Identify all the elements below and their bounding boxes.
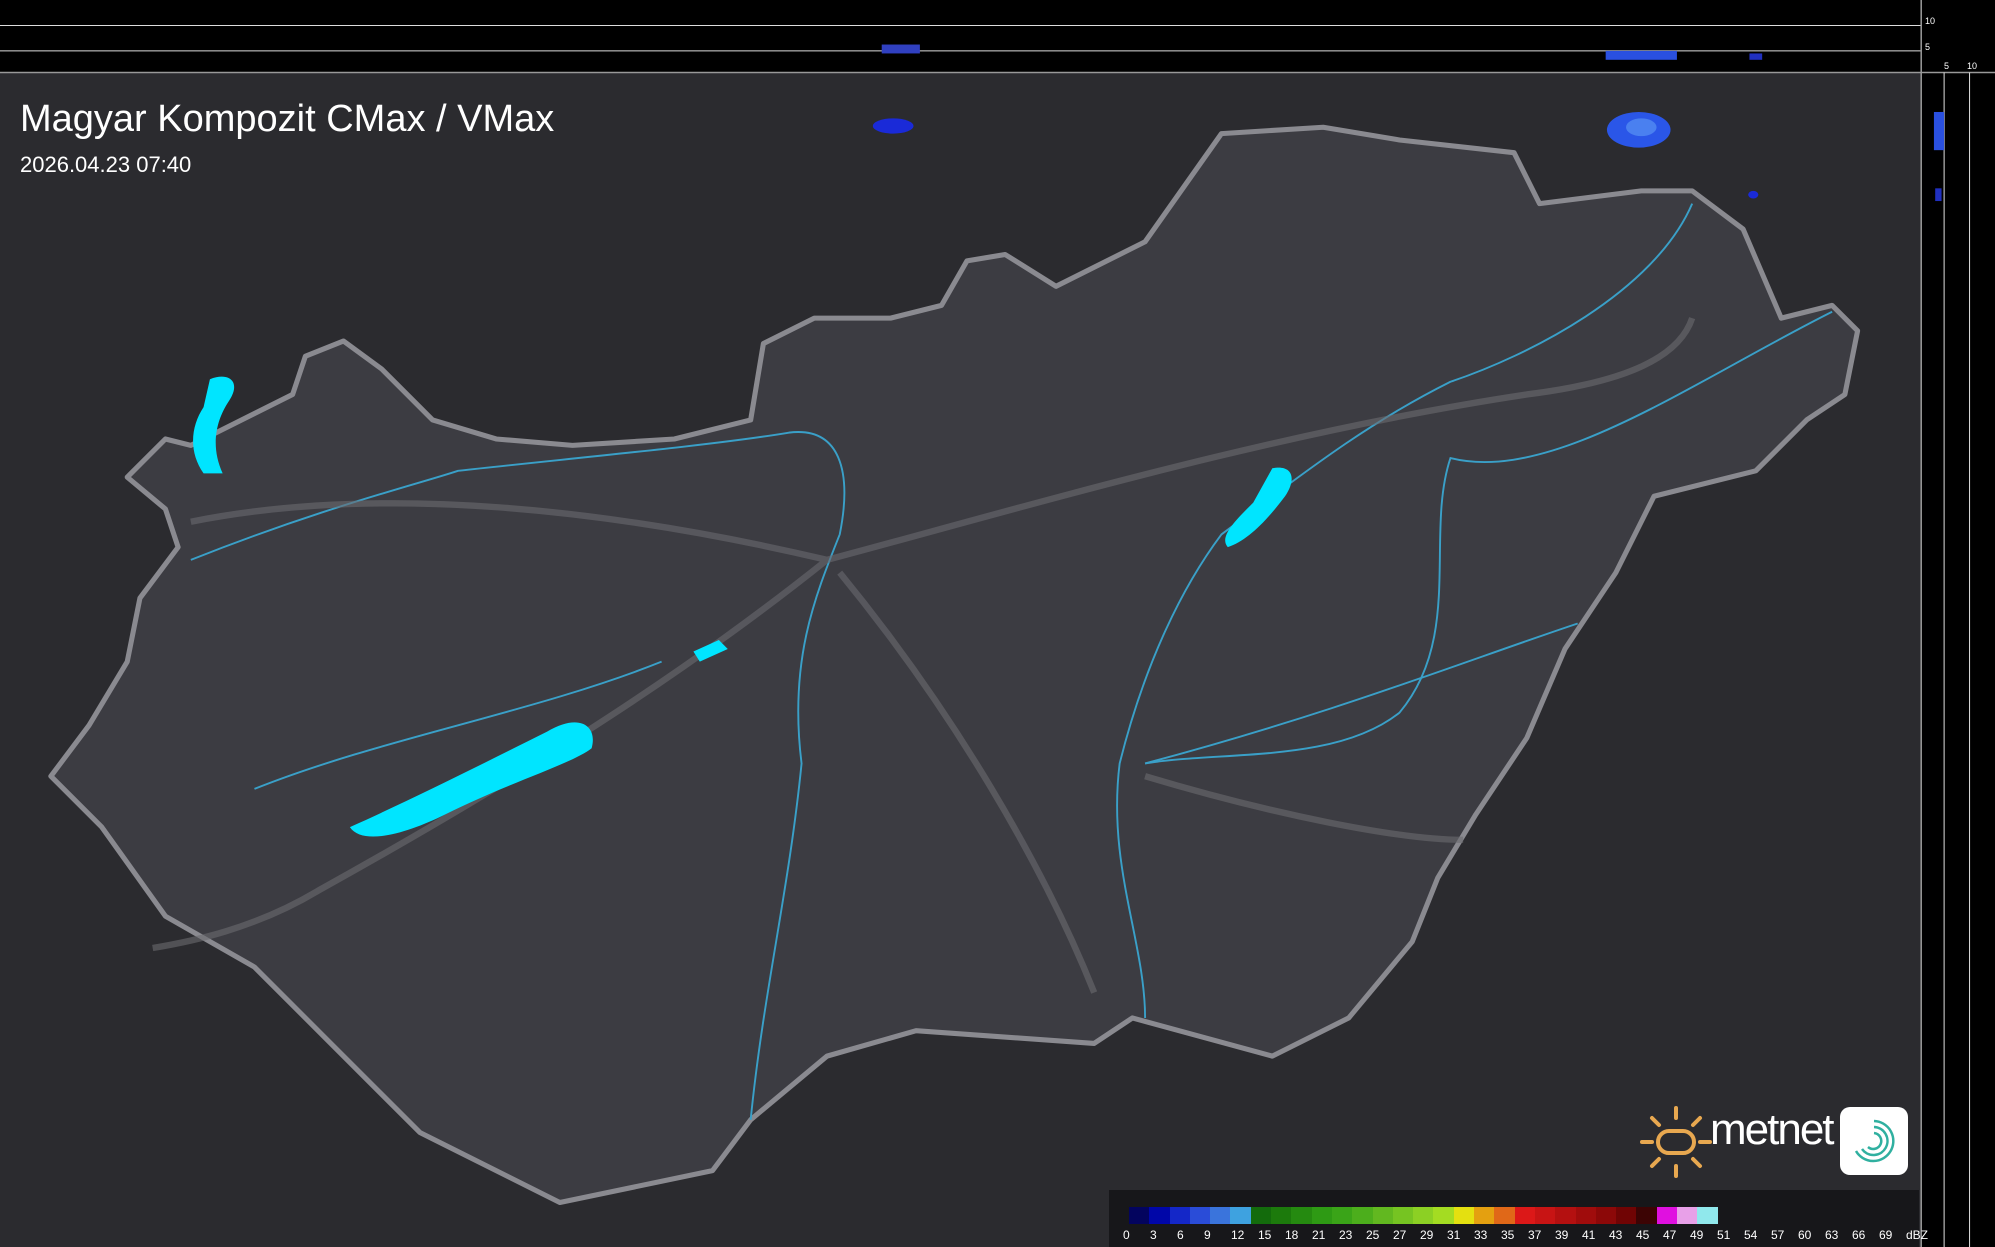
legend-swatch bbox=[1331, 1207, 1353, 1224]
legend-swatch bbox=[1453, 1207, 1475, 1224]
legend-label: 25 bbox=[1366, 1228, 1380, 1242]
legend-swatch bbox=[1616, 1207, 1637, 1224]
rivers bbox=[190, 203, 1833, 1120]
legend-color-bar bbox=[1129, 1207, 1718, 1224]
legend-swatch bbox=[1494, 1207, 1515, 1224]
legend-swatch bbox=[1210, 1207, 1231, 1224]
legend-label: 37 bbox=[1528, 1228, 1542, 1242]
legend-label: 35 bbox=[1501, 1228, 1515, 1242]
legend-label: 60 bbox=[1798, 1228, 1812, 1242]
radar-echoes bbox=[872, 111, 1759, 199]
legend-labels: 0 3 6 9 12 15 18 21 23 25 27 29 31 33 35 37 39 41 43 45 47 49… bbox=[1123, 1228, 1933, 1242]
sun-logo-icon bbox=[1640, 1106, 1712, 1178]
legend-swatch bbox=[1474, 1207, 1495, 1224]
profile-echo bbox=[1935, 188, 1942, 202]
legend-label: 23 bbox=[1339, 1228, 1353, 1242]
legend-label: dBZ bbox=[1906, 1228, 1929, 1242]
metnet-logo: metnet bbox=[1710, 1105, 1835, 1154]
legend-label: 15 bbox=[1258, 1228, 1272, 1242]
map-title: Magyar Kompozit CMax / VMax bbox=[20, 98, 555, 140]
map-timestamp: 2026.04.23 07:40 bbox=[20, 152, 192, 177]
legend-swatch bbox=[1129, 1207, 1150, 1224]
lake-velence bbox=[693, 640, 728, 662]
legend-label: 31 bbox=[1447, 1228, 1461, 1242]
legend-swatch bbox=[1697, 1207, 1718, 1224]
hungary-land bbox=[48, 124, 1861, 1206]
legend-label: 63 bbox=[1825, 1228, 1839, 1242]
legend-swatch bbox=[1392, 1207, 1414, 1224]
legend-swatch bbox=[1189, 1207, 1211, 1224]
legend-label: 54 bbox=[1744, 1228, 1758, 1242]
profile-echo bbox=[881, 44, 920, 54]
legend-swatch bbox=[1636, 1207, 1657, 1224]
legend-label: 9 bbox=[1204, 1228, 1211, 1242]
legend-label: 39 bbox=[1555, 1228, 1569, 1242]
legend-label: 47 bbox=[1663, 1228, 1677, 1242]
legend-swatch bbox=[1311, 1207, 1332, 1224]
legend-label: 6 bbox=[1177, 1228, 1184, 1242]
legend-swatch bbox=[1677, 1207, 1698, 1224]
legend-label: 18 bbox=[1285, 1228, 1299, 1242]
profile-echo bbox=[1605, 50, 1677, 60]
legend-label: 43 bbox=[1609, 1228, 1623, 1242]
legend-label: 12 bbox=[1231, 1228, 1245, 1242]
legend-swatch bbox=[1271, 1207, 1292, 1224]
legend-label: 33 bbox=[1474, 1228, 1488, 1242]
legend-swatch bbox=[1534, 1207, 1556, 1224]
dbz-color-legend: 0 3 6 9 12 15 18 21 23 25 27 29 31 33 35 37 39 41 43 45 47 49… bbox=[1109, 1190, 1928, 1247]
profile-echo bbox=[1933, 111, 1945, 151]
legend-label: 21 bbox=[1312, 1228, 1326, 1242]
legend-swatch bbox=[1433, 1207, 1454, 1224]
legend-label: 69 bbox=[1879, 1228, 1893, 1242]
legend-label: 45 bbox=[1636, 1228, 1650, 1242]
right-axis-label: 5 bbox=[1944, 61, 1950, 71]
profile-echo bbox=[1749, 53, 1763, 60]
legend-label: 41 bbox=[1582, 1228, 1596, 1242]
lake-balaton bbox=[349, 722, 593, 837]
legend-label: 49 bbox=[1690, 1228, 1704, 1242]
legend-swatch bbox=[1169, 1207, 1190, 1224]
right-profile-strip bbox=[1921, 0, 1995, 1247]
legend-label: 3 bbox=[1150, 1228, 1157, 1242]
legend-swatch bbox=[1230, 1207, 1251, 1224]
highways bbox=[152, 317, 1696, 994]
legend-label: 0 bbox=[1123, 1228, 1130, 1242]
legend-swatch bbox=[1575, 1207, 1596, 1224]
top-profile-strip bbox=[0, 0, 1922, 73]
legend-swatch bbox=[1555, 1207, 1576, 1224]
legend-swatch bbox=[1656, 1207, 1678, 1224]
legend-label: 27 bbox=[1393, 1228, 1407, 1242]
top-axis-label: 5 bbox=[1925, 42, 1931, 52]
legend-swatch bbox=[1352, 1207, 1373, 1224]
legend-label: 57 bbox=[1771, 1228, 1785, 1242]
legend-label: 29 bbox=[1420, 1228, 1434, 1242]
legend-swatch bbox=[1291, 1207, 1312, 1224]
legend-swatch bbox=[1372, 1207, 1393, 1224]
legend-label: 66 bbox=[1852, 1228, 1866, 1242]
legend-swatch bbox=[1149, 1207, 1170, 1224]
legend-label: 51 bbox=[1717, 1228, 1731, 1242]
legend-swatch bbox=[1595, 1207, 1617, 1224]
legend-swatch bbox=[1413, 1207, 1434, 1224]
legend-swatch bbox=[1514, 1207, 1535, 1224]
legend-swatch bbox=[1250, 1207, 1272, 1224]
lake-tisza bbox=[1225, 467, 1292, 548]
lake-neusiedl bbox=[193, 376, 235, 474]
top-axis-label: 10 bbox=[1925, 16, 1936, 26]
radar-app-logo-icon bbox=[1840, 1107, 1908, 1175]
right-axis-label: 10 bbox=[1967, 61, 1978, 71]
